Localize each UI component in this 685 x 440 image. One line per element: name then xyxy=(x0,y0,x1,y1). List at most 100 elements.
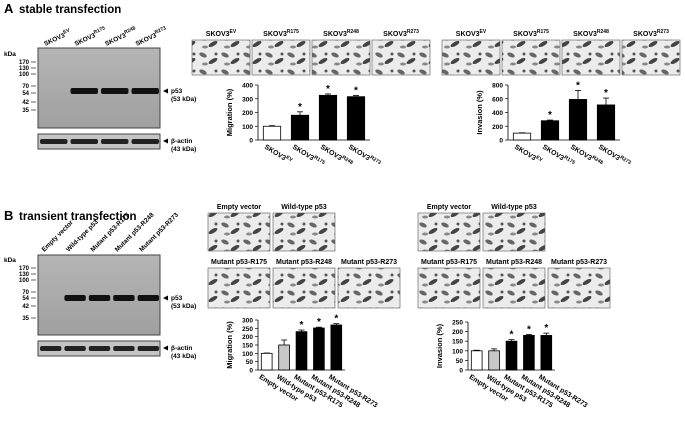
micrograph xyxy=(417,267,481,309)
arrowhead xyxy=(163,138,168,144)
y-tick-label: 600 xyxy=(492,96,503,103)
micrograph-label-base: SKOV3 xyxy=(456,31,480,38)
micrograph xyxy=(561,39,621,76)
lane-label-base: SKOV3 xyxy=(135,32,158,48)
x-tick-label-sup: R273 xyxy=(369,155,383,167)
lane-label: SKOV3R248 xyxy=(103,25,138,48)
actin-band xyxy=(137,346,159,351)
band-size: (43 kDa) xyxy=(171,353,196,360)
x-tick-label-sup: R175 xyxy=(563,155,577,167)
significance-marker: * xyxy=(326,84,330,95)
y-axis-label: Migration (%) xyxy=(225,88,234,136)
micrograph xyxy=(441,39,501,76)
lane-label-base: SKOV3 xyxy=(43,32,66,48)
bar xyxy=(523,335,535,371)
y-tick-label: 200 xyxy=(452,329,463,336)
micrograph-label: SKOV3R273 xyxy=(633,29,669,38)
bar xyxy=(596,104,616,141)
significance-marker: * xyxy=(527,324,531,335)
significance-marker: * xyxy=(334,314,338,325)
arrowhead xyxy=(163,295,168,301)
micrograph xyxy=(207,267,271,309)
micrograph xyxy=(482,267,546,309)
x-tick-label-sup: EV xyxy=(535,155,544,164)
blot-band xyxy=(131,88,159,94)
x-tick-label-base: SKOV3 xyxy=(541,144,565,163)
actin-band xyxy=(40,139,68,144)
micrograph-label-base: Mutant p53-R248 xyxy=(276,259,332,266)
micrograph xyxy=(501,39,561,76)
y-tick-label: 400 xyxy=(492,110,503,117)
panel-label: A xyxy=(4,1,14,16)
band-name: β-actin xyxy=(171,345,192,352)
micrograph-label: Mutant p53-R248 xyxy=(486,259,542,266)
micrograph-label-base: SKOV3 xyxy=(513,31,537,38)
micrograph-label-sup: R273 xyxy=(407,29,419,35)
micrograph xyxy=(272,267,336,309)
micrograph xyxy=(337,267,401,309)
micrograph xyxy=(311,39,371,76)
micrograph-label: Mutant p53-R273 xyxy=(341,259,397,266)
bar xyxy=(505,340,518,371)
micrograph-label-base: Mutant p53-R175 xyxy=(421,259,477,266)
micrograph xyxy=(207,212,271,252)
band-size: (53 kDa) xyxy=(171,303,196,310)
micrograph-label: Mutant p53-R175 xyxy=(211,259,267,266)
y-tick-label: 100 xyxy=(452,348,463,355)
y-tick-label: 50 xyxy=(246,359,254,366)
x-tick-label-base: SKOV3 xyxy=(263,144,287,163)
lane-label: SKOV3R175 xyxy=(73,25,108,48)
micrograph-label: SKOV3EV xyxy=(456,29,487,38)
actin-band xyxy=(64,346,86,351)
micrograph-label-sup: R248 xyxy=(347,29,359,35)
micrograph xyxy=(621,39,681,76)
micrograph xyxy=(547,267,611,309)
bar xyxy=(346,96,366,141)
bar xyxy=(488,350,500,371)
micrograph-label-sup: R175 xyxy=(537,29,549,35)
bar xyxy=(295,331,308,371)
bar xyxy=(568,99,588,141)
micrograph-label-base: Mutant p53-R273 xyxy=(551,259,607,266)
lane-label: SKOV3EV xyxy=(42,27,72,48)
micrograph-label-base: SKOV3 xyxy=(573,31,597,38)
band-name: β-actin xyxy=(171,138,192,145)
lane-label: SKOV3R273 xyxy=(134,25,169,48)
panel-label: B xyxy=(4,208,13,223)
bar xyxy=(540,335,553,371)
x-tick-label-sup: R248 xyxy=(591,155,605,167)
significance-marker: * xyxy=(298,102,302,113)
micrograph-label-base: Wild-type p53 xyxy=(491,204,537,211)
actin-band xyxy=(101,139,129,144)
bar xyxy=(330,324,343,371)
y-tick-label: 400 xyxy=(242,83,253,90)
micrograph-label: Mutant p53-R175 xyxy=(421,259,477,266)
micrograph-label: Mutant p53-R273 xyxy=(551,259,607,266)
x-tick-label-base: SKOV3 xyxy=(513,144,537,163)
micrograph-label-sup: R273 xyxy=(657,29,669,35)
actin-band xyxy=(70,139,98,144)
blot-band xyxy=(88,295,111,301)
y-tick-label: 150 xyxy=(452,339,463,346)
micrograph-label-base: SKOV3 xyxy=(206,31,230,38)
y-tick-label: 0 xyxy=(249,368,253,375)
x-tick-label: SKOV3R273 xyxy=(347,142,382,169)
marker-label: 70 xyxy=(22,84,29,90)
micrograph-label-base: Empty vector xyxy=(217,204,262,211)
micrograph-label-sup: R248 xyxy=(597,29,609,35)
lane-label-sup: EV xyxy=(62,27,71,36)
micrograph-label: SKOV3R248 xyxy=(323,29,359,38)
y-tick-label: 0 xyxy=(499,138,503,145)
marker-label: 35 xyxy=(22,108,29,114)
micrograph-label: SKOV3R175 xyxy=(513,29,549,38)
micrograph-label-base: Empty vector xyxy=(427,204,472,211)
x-tick-label-sup: R175 xyxy=(313,155,327,167)
blot-band xyxy=(64,295,86,301)
y-axis-label: Invasion (%) xyxy=(475,90,484,135)
bar xyxy=(260,352,273,371)
y-tick-label: 100 xyxy=(242,124,253,131)
band-size: (53 kDa) xyxy=(171,96,196,103)
marker-label: 170 xyxy=(19,266,30,272)
y-tick-label: 0 xyxy=(459,368,463,375)
